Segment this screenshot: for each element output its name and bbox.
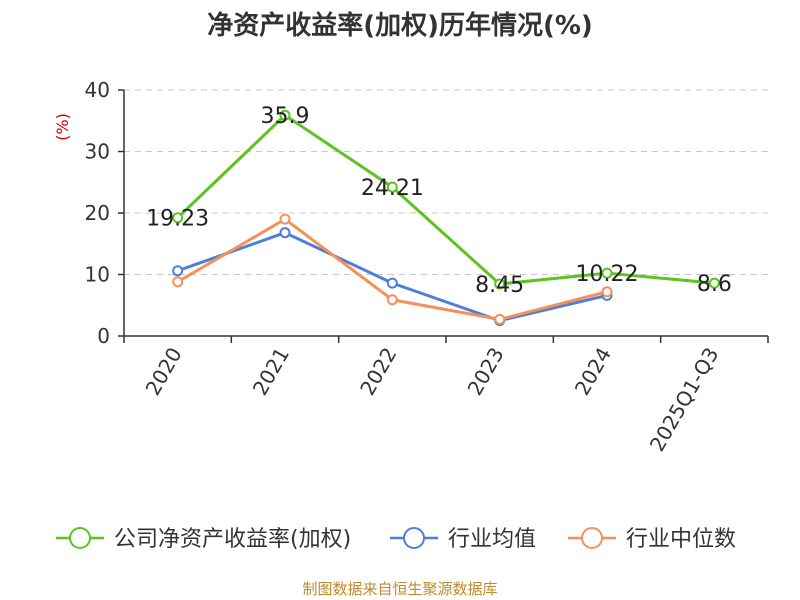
data-point <box>172 265 184 277</box>
source-note: 制图数据来自恒生聚源数据库 <box>302 580 497 598</box>
axes <box>118 89 769 343</box>
y-tick-label: 40 <box>85 78 110 102</box>
y-tick-label: 0 <box>97 324 110 348</box>
legend-marker <box>581 527 603 549</box>
data-point <box>494 313 506 325</box>
data-point <box>386 294 398 306</box>
series-line <box>176 113 715 286</box>
gridlines <box>124 89 768 275</box>
data-label: 24.21 <box>361 176 424 201</box>
data-label: 8.45 <box>475 273 524 298</box>
x-tick-label: 2021 <box>248 343 294 399</box>
data-point <box>601 267 613 279</box>
series-1 <box>172 227 613 327</box>
y-tick-label: 10 <box>85 263 110 287</box>
y-axis-label: (%) <box>53 113 72 141</box>
data-point <box>279 213 291 225</box>
legend: 公司净资产收益率(加权) 行业均值 行业中位数 <box>56 527 736 552</box>
series-group <box>172 109 720 327</box>
data-point <box>708 277 720 289</box>
legend-marker <box>403 527 425 549</box>
data-point <box>386 181 398 193</box>
legend-item: 行业中位数 <box>568 527 736 552</box>
data-point <box>386 277 398 289</box>
chart-title: 净资产收益率(加权)历年情况(%) <box>207 10 593 41</box>
data-label: 10.22 <box>576 262 639 287</box>
data-point <box>279 227 291 239</box>
y-tick-label: 20 <box>85 201 110 225</box>
data-label: 19.23 <box>146 207 209 232</box>
legend-label: 行业均值 <box>448 527 536 552</box>
x-tick-label: 2024 <box>570 343 616 399</box>
series-2 <box>172 213 613 325</box>
data-label: 35.9 <box>261 104 310 129</box>
x-tick-labels: 2020 2021 2022 2023 2024 2025Q1-Q3 <box>141 343 724 455</box>
data-point <box>172 276 184 288</box>
data-point <box>172 212 184 224</box>
data-point <box>279 109 291 121</box>
legend-label: 行业中位数 <box>626 527 736 552</box>
legend-marker <box>69 527 91 549</box>
y-tick-label: 30 <box>85 140 110 164</box>
x-tick-label: 2023 <box>463 343 509 399</box>
series-0 <box>172 109 720 290</box>
data-label: 8.6 <box>697 272 732 297</box>
data-labels: 19.23 35.9 24.21 8.45 10.22 8.6 <box>146 104 732 298</box>
x-tick-label: 2025Q1-Q3 <box>645 343 724 455</box>
legend-item: 公司净资产收益率(加权) <box>56 527 351 552</box>
data-point <box>494 278 506 290</box>
legend-item: 行业均值 <box>390 527 536 552</box>
data-point <box>601 286 613 298</box>
legend-label: 公司净资产收益率(加权) <box>114 527 351 552</box>
y-tick-labels: 0 10 20 30 40 <box>85 78 110 348</box>
x-tick-label: 2020 <box>141 343 187 399</box>
x-tick-label: 2022 <box>355 343 401 399</box>
